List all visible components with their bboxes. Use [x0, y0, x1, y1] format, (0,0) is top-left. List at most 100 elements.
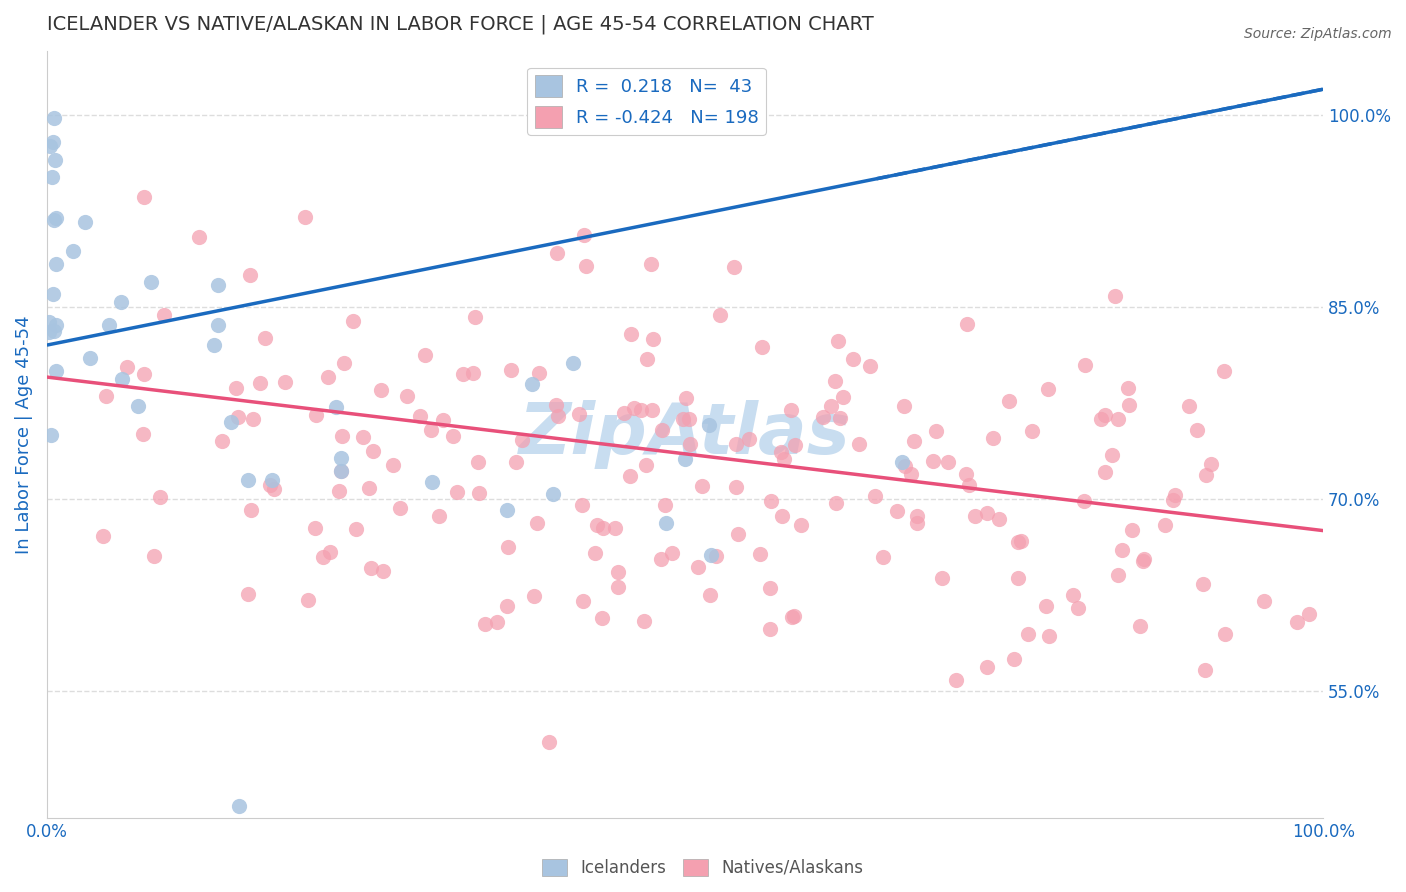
Point [239, 502, 262, 516]
Point [62, 244, 84, 258]
Point [523, 589, 546, 603]
Point [149, 490, 172, 504]
Point [1002, 652, 1025, 666]
Point [1101, 448, 1123, 462]
Point [304, 521, 326, 535]
Point [344, 522, 367, 536]
Point [827, 334, 849, 349]
Point [704, 549, 727, 563]
Point [226, 410, 249, 425]
Point [976, 506, 998, 520]
Point [699, 588, 721, 602]
Point [333, 356, 356, 370]
Point [591, 611, 613, 625]
Point [697, 418, 720, 433]
Point [142, 549, 165, 564]
Point [153, 308, 176, 322]
Point [1038, 629, 1060, 643]
Point [496, 599, 519, 614]
Point [1201, 457, 1223, 471]
Point [187, 230, 209, 244]
Point [761, 494, 783, 508]
Point [328, 483, 350, 498]
Point [211, 434, 233, 448]
Point [749, 547, 772, 561]
Point [352, 430, 374, 444]
Point [134, 190, 156, 204]
Text: ZipAtlas: ZipAtlas [519, 401, 851, 469]
Point [921, 454, 943, 468]
Point [636, 458, 658, 472]
Point [813, 410, 835, 425]
Point [1164, 488, 1187, 502]
Point [1010, 533, 1032, 548]
Point [675, 391, 697, 405]
Point [955, 467, 977, 481]
Point [207, 318, 229, 332]
Point [925, 424, 948, 438]
Point [39, 427, 62, 442]
Point [446, 485, 468, 500]
Point [607, 581, 630, 595]
Point [496, 503, 519, 517]
Point [1285, 615, 1308, 629]
Point [316, 369, 339, 384]
Point [330, 428, 353, 442]
Point [464, 310, 486, 324]
Point [441, 428, 464, 442]
Point [956, 317, 979, 331]
Point [1213, 364, 1236, 378]
Point [619, 468, 641, 483]
Point [225, 381, 247, 395]
Point [773, 451, 796, 466]
Point [97, 318, 120, 333]
Point [759, 622, 782, 636]
Point [127, 399, 149, 413]
Point [770, 444, 793, 458]
Point [630, 402, 652, 417]
Point [1111, 542, 1133, 557]
Point [263, 482, 285, 496]
Point [1074, 358, 1097, 372]
Point [651, 423, 673, 437]
Point [496, 540, 519, 554]
Legend: R =  0.218   N=  43, R = -0.424   N= 198: R = 0.218 N= 43, R = -0.424 N= 198 [527, 68, 766, 135]
Point [221, 415, 243, 429]
Point [520, 377, 543, 392]
Point [238, 474, 260, 488]
Point [242, 411, 264, 425]
Point [1107, 568, 1129, 582]
Point [207, 278, 229, 293]
Point [330, 464, 353, 478]
Point [42, 324, 65, 338]
Point [607, 566, 630, 580]
Point [678, 412, 700, 426]
Point [575, 260, 598, 274]
Point [562, 356, 585, 370]
Point [1021, 424, 1043, 438]
Point [699, 548, 721, 562]
Point [1121, 523, 1143, 537]
Point [427, 509, 450, 524]
Point [249, 376, 271, 391]
Point [832, 390, 855, 404]
Point [886, 503, 908, 517]
Point [1073, 493, 1095, 508]
Point [586, 517, 609, 532]
Point [395, 389, 418, 403]
Point [359, 481, 381, 495]
Point [841, 352, 863, 367]
Point [94, 389, 117, 403]
Point [38, 314, 60, 328]
Point [41, 135, 63, 149]
Point [709, 308, 731, 322]
Point [360, 561, 382, 575]
Text: Source: ZipAtlas.com: Source: ZipAtlas.com [1244, 27, 1392, 41]
Point [783, 438, 806, 452]
Point [262, 473, 284, 487]
Point [432, 412, 454, 426]
Point [413, 348, 436, 362]
Point [780, 609, 803, 624]
Point [790, 518, 813, 533]
Point [110, 295, 132, 310]
